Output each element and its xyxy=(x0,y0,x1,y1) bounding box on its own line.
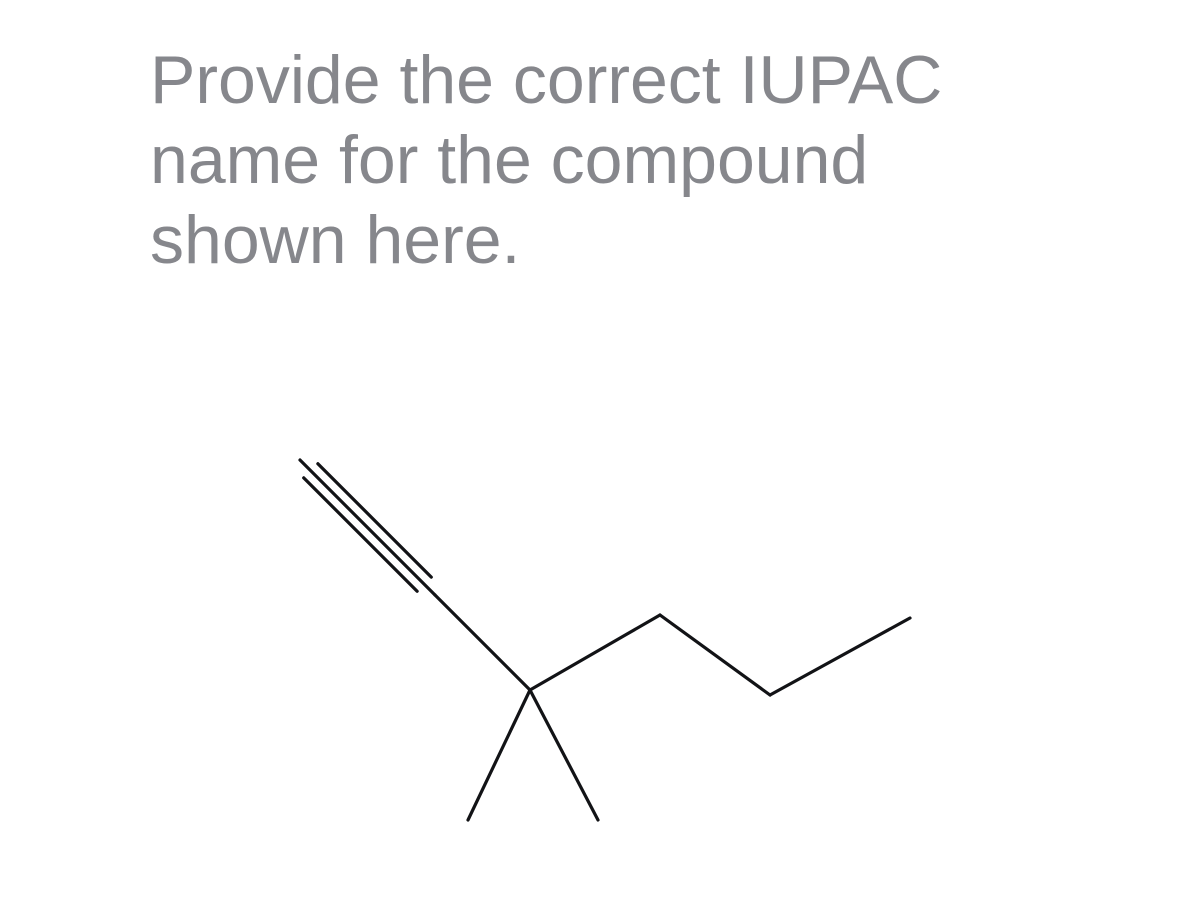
page-root: Provide the correct IUPACname for the co… xyxy=(0,0,1179,900)
question-text: Provide the correct IUPACname for the co… xyxy=(150,40,942,280)
question-line-3: shown here. xyxy=(150,200,942,280)
bond-C3-M1 xyxy=(468,690,530,820)
question-line-2: name for the compound xyxy=(150,120,942,200)
bond-C3-C4 xyxy=(530,615,660,690)
bond-C5-C6 xyxy=(770,618,910,695)
bond-C1-C2 xyxy=(300,460,435,595)
bond-C3-M2 xyxy=(530,690,598,820)
bond-C2-C3 xyxy=(435,595,530,690)
molecule-skeletal-diagram xyxy=(250,400,950,900)
bond-C4-C5 xyxy=(660,615,770,695)
question-line-1: Provide the correct IUPAC xyxy=(150,40,942,120)
